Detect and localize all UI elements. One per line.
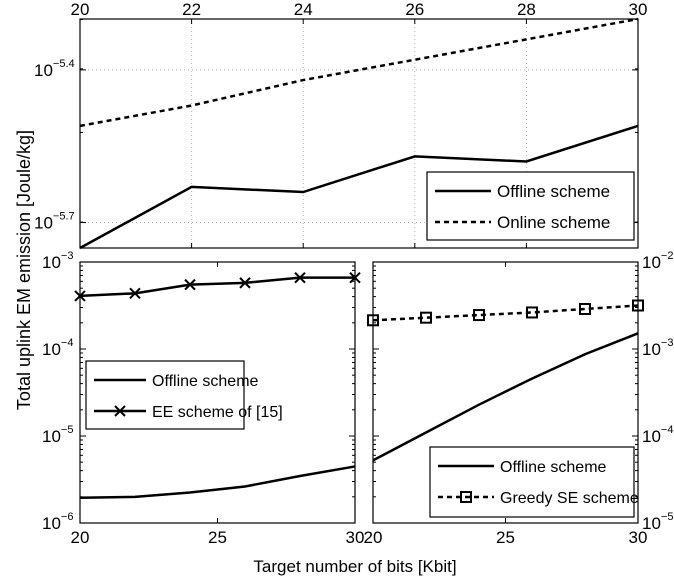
y-tick-exponent: −2 [661, 250, 674, 262]
y-tick-exponent: −5.7 [53, 211, 75, 223]
y-tick-label: 10−5.4 [34, 58, 75, 80]
y-tick-base: 10 [642, 340, 661, 359]
y-tick-base: 10 [642, 514, 661, 533]
y-tick-base: 10 [642, 253, 661, 272]
x-tick-label: 28 [517, 0, 536, 19]
x-tick-label: 22 [182, 0, 201, 19]
x-tick-label: 20 [71, 0, 90, 19]
y-tick-exponent: −5 [661, 511, 674, 523]
x-tick-label: 24 [294, 0, 313, 19]
marker-square [460, 491, 472, 503]
y-tick-label: 10−6 [42, 511, 73, 533]
y-tick-label: 10−3 [42, 250, 73, 272]
y-tick-label: 10−4 [642, 424, 673, 446]
y-tick-base: 10 [42, 253, 61, 272]
marker-square [420, 311, 432, 324]
marker-cross [129, 287, 141, 300]
y-tick-base: 10 [34, 61, 53, 80]
y-axis-label: Total uplink EM emission [Joule/kg] [14, 130, 34, 410]
series-2 [367, 299, 644, 327]
marker-square [473, 309, 485, 322]
legend-label: Offline scheme [500, 459, 607, 476]
legend-label: Greedy SE scheme [500, 490, 639, 507]
legend: Offline scheme Greedy SE scheme [429, 446, 639, 518]
legend: Offline scheme Online scheme [426, 171, 635, 241]
x-tick-label: 20 [364, 528, 383, 547]
marker-cross [294, 271, 306, 284]
legend: Offline scheme EE scheme of [15] [85, 360, 283, 430]
series-1 [79, 465, 356, 500]
y-tick-label: 10−2 [642, 250, 673, 272]
legend-label: Offline scheme [497, 182, 610, 201]
y-tick-label: 10−5.7 [34, 211, 75, 233]
x-tick-label: 25 [496, 528, 515, 547]
series-line [79, 124, 639, 250]
x-tick-label: 30 [629, 528, 648, 547]
legend-box [429, 446, 635, 518]
x-tick-label: 25 [208, 528, 227, 547]
series-line [372, 332, 639, 462]
marker-cross [349, 271, 361, 284]
x-tick-label: 26 [405, 0, 424, 19]
marker-cross [74, 290, 86, 302]
marker-cross [184, 278, 196, 291]
legend-label: Offline scheme [152, 373, 259, 390]
y-tick-exponent: −5.4 [53, 58, 75, 70]
series-2 [79, 17, 639, 128]
series-2 [74, 271, 361, 302]
x-axis-label: Target number of bits [Kbit] [253, 557, 456, 576]
legend-box [426, 171, 635, 241]
series-line [79, 276, 355, 298]
y-tick-base: 10 [34, 214, 53, 233]
x-tick-label: 30 [346, 528, 365, 547]
y-tick-label: 10−5 [642, 511, 673, 533]
x-tick-label: 30 [629, 0, 648, 19]
y-tick-label: 10−3 [642, 337, 673, 359]
y-tick-exponent: −5 [61, 424, 74, 436]
legend-box [85, 360, 245, 430]
y-tick-exponent: −6 [61, 511, 74, 523]
y-tick-base: 10 [642, 427, 661, 446]
y-tick-base: 10 [42, 427, 61, 446]
legend-label: Online scheme [497, 213, 610, 232]
y-tick-exponent: −4 [661, 424, 674, 436]
marker-cross [114, 405, 126, 417]
marker-square [632, 299, 644, 312]
marker-cross [239, 277, 251, 289]
y-tick-base: 10 [42, 340, 61, 359]
marker-square [579, 302, 591, 315]
legend-label: EE scheme of [15] [152, 404, 283, 421]
y-tick-exponent: −4 [61, 337, 74, 349]
y-tick-label: 10−4 [42, 337, 73, 359]
series-line [79, 17, 639, 128]
y-tick-exponent: −3 [661, 337, 674, 349]
marker-square [526, 306, 538, 319]
y-tick-exponent: −3 [61, 250, 74, 262]
y-tick-base: 10 [42, 514, 61, 533]
series-1 [79, 124, 639, 250]
y-tick-label: 10−5 [42, 424, 73, 446]
series-line [372, 304, 639, 322]
plot-frame [79, 18, 639, 249]
marker-square [367, 314, 379, 327]
x-tick-label: 20 [71, 528, 90, 547]
series-1 [372, 332, 639, 462]
series-line [79, 465, 356, 500]
